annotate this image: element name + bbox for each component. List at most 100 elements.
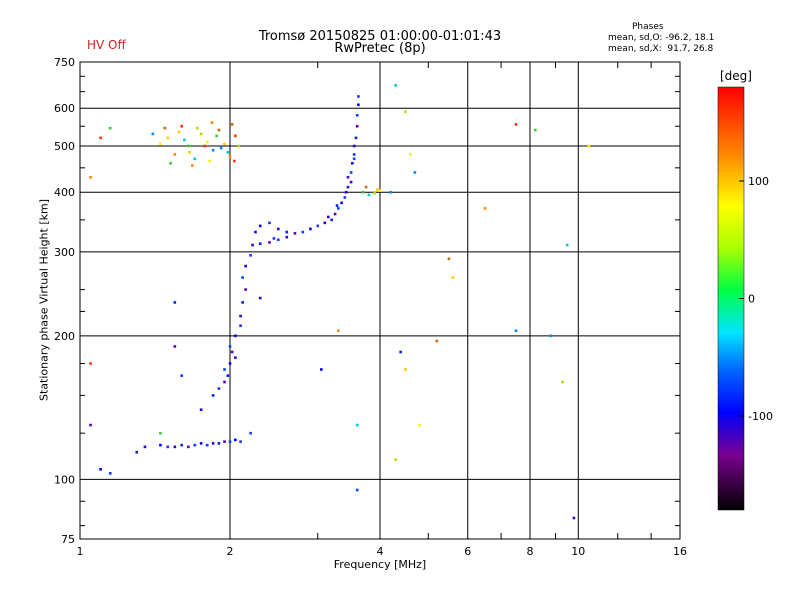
o-mode-point [239, 324, 242, 328]
o-mode-point [159, 443, 162, 447]
o-mode-point [241, 276, 244, 279]
o-mode-point [199, 408, 203, 412]
x-axis-label: Frequency [MHz] [333, 558, 427, 571]
x-mode-point [99, 136, 102, 140]
o-mode-point [346, 175, 350, 179]
o-mode-point [244, 288, 247, 291]
x-tick-label: 10 [571, 545, 585, 558]
x-mode-point [418, 423, 421, 427]
o-mode-point [239, 440, 242, 443]
o-mode-point [228, 440, 232, 443]
o-mode-point [301, 230, 305, 234]
o-mode-point [211, 442, 215, 445]
o-mode-point [217, 387, 221, 390]
x-mode-point [364, 185, 368, 189]
x-mode-point [228, 155, 232, 158]
x-mode-point [166, 136, 170, 140]
o-mode-point [285, 230, 289, 234]
o-mode-point [320, 368, 323, 371]
x-mode-point [89, 362, 92, 365]
o-mode-point [268, 221, 271, 225]
o-mode-point [357, 95, 360, 98]
x-mode-point [587, 144, 591, 148]
x-mode-point [534, 128, 537, 132]
colorbar-ticks: 100 0 -100 [739, 175, 773, 423]
o-mode-point [352, 144, 356, 148]
x-mode-point [215, 134, 218, 138]
x-mode-point [188, 151, 191, 154]
x-mode-point [219, 146, 223, 150]
o-mode-point [254, 230, 257, 234]
o-mode-point [249, 253, 252, 257]
x-mode-point [210, 121, 214, 124]
o-mode-point [187, 445, 190, 449]
x-tick-label: 6 [464, 545, 471, 558]
o-mode-point [217, 442, 221, 445]
o-mode-point [399, 350, 402, 354]
x-mode-point [205, 140, 209, 144]
x-mode-point [373, 191, 376, 195]
o-mode-point [89, 423, 92, 427]
phase-stats-heading: Phases [632, 22, 664, 32]
o-mode-point [239, 314, 242, 318]
x-mode-point [232, 159, 236, 163]
o-mode-point [193, 443, 197, 447]
x-mode-point [108, 126, 112, 130]
x-mode-point [217, 128, 221, 132]
x-mode-point [211, 148, 215, 152]
o-mode-point [226, 374, 230, 377]
o-mode-point [234, 356, 237, 359]
x-mode-point [355, 423, 359, 427]
o-mode-point [223, 368, 226, 371]
grid-lines [80, 62, 680, 539]
x-mode-point [514, 123, 518, 126]
x-mode-point [163, 126, 167, 130]
o-mode-point [211, 394, 215, 397]
x-mode-point [159, 431, 162, 435]
o-mode-point [249, 431, 252, 435]
x-mode-point [435, 339, 439, 343]
y-tick-label: 750 [54, 56, 75, 69]
o-mode-point [351, 161, 354, 165]
phase-stats-x: mean, sd,X: 91.7, 26.8 [608, 44, 714, 54]
o-mode-point [572, 516, 576, 520]
o-mode-point [337, 207, 340, 210]
y-tick-label: 600 [54, 102, 75, 115]
x-mode-point [190, 164, 194, 167]
y-tick-label: 300 [54, 246, 75, 259]
x-mode-point [375, 188, 379, 191]
o-mode-point [234, 438, 237, 442]
x-mode-point [483, 207, 487, 210]
x-tick-label: 4 [377, 545, 384, 558]
x-mode-point [223, 142, 226, 146]
x-mode-point [193, 157, 197, 161]
x-mode-point [413, 171, 417, 174]
o-mode-point [349, 171, 353, 174]
x-mode-point [208, 159, 211, 163]
x-mode-point [169, 161, 172, 165]
o-mode-point [323, 221, 327, 225]
o-mode-point [166, 445, 170, 449]
o-mode-point [258, 224, 262, 228]
phase-stats-o: mean, sd,O: -96.2, 18.1 [608, 33, 715, 43]
o-mode-point [355, 113, 359, 117]
x-tick-label: 2 [227, 545, 234, 558]
o-mode-point [223, 380, 226, 384]
x-mode-point [404, 368, 407, 371]
x-mode-point [183, 138, 186, 142]
x-mode-point [151, 132, 155, 136]
y-tick-label: 500 [54, 140, 75, 153]
x-mode-point [361, 190, 365, 194]
x-mode-point [394, 84, 397, 87]
x-mode-point [180, 124, 184, 128]
x-mode-point [159, 142, 162, 146]
o-mode-point [355, 124, 359, 128]
x-mode-point [394, 458, 397, 461]
y-tick-label: 400 [54, 186, 75, 199]
o-mode-point [352, 153, 356, 156]
plot-frame [79, 61, 681, 540]
o-mode-point [205, 443, 209, 447]
y-tick-label: 200 [54, 330, 75, 343]
chart-subtitle: RwPretec (8p) [334, 41, 426, 56]
